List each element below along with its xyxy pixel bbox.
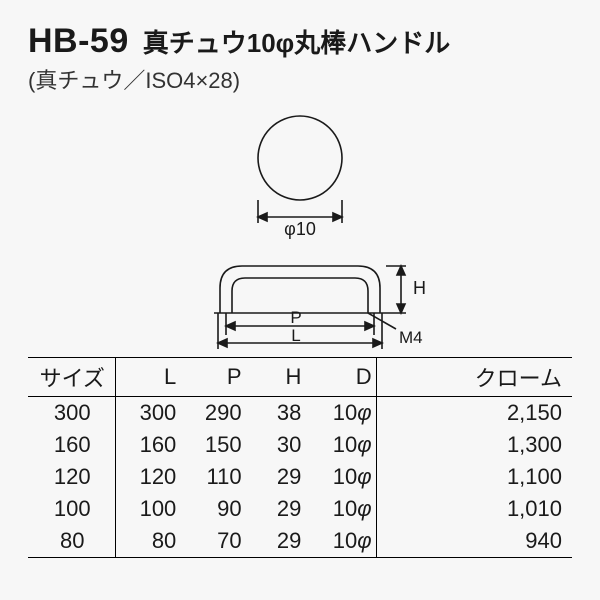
model-code: HB-59 (28, 22, 129, 61)
dim-m-label: M4 (399, 328, 423, 347)
dim-l-label: L (291, 326, 300, 345)
col-4: D (305, 358, 376, 397)
table-header-row: サイズLPHDクローム (28, 358, 572, 397)
col-3: H (246, 358, 306, 397)
table-row: 1601601503010φ1,300 (28, 429, 572, 461)
table-row: 1201201102910φ1,100 (28, 461, 572, 493)
phi-label: φ10 (284, 219, 316, 239)
col-1: L (115, 358, 180, 397)
col-2: P (180, 358, 245, 397)
table-body: 3003002903810φ2,1501601601503010φ1,30012… (28, 397, 572, 558)
col-5: クローム (376, 358, 572, 397)
technical-diagram: φ10 H M4 P L (170, 103, 430, 353)
product-name-jp: 真チュウ10φ丸棒ハンドル (143, 23, 451, 60)
col-0: サイズ (28, 358, 115, 397)
subtitle: (真チュウ／ISO4×28) (28, 63, 572, 95)
dim-p-label: P (290, 308, 301, 327)
title-row: HB-59 真チュウ10φ丸棒ハンドル (28, 22, 572, 61)
dim-h-label: H (413, 278, 426, 298)
table-row: 100100902910φ1,010 (28, 493, 572, 525)
table-row: 8080702910φ940 (28, 525, 572, 558)
spec-table: サイズLPHDクローム 3003002903810φ2,150160160150… (28, 357, 572, 558)
table-row: 3003002903810φ2,150 (28, 397, 572, 430)
